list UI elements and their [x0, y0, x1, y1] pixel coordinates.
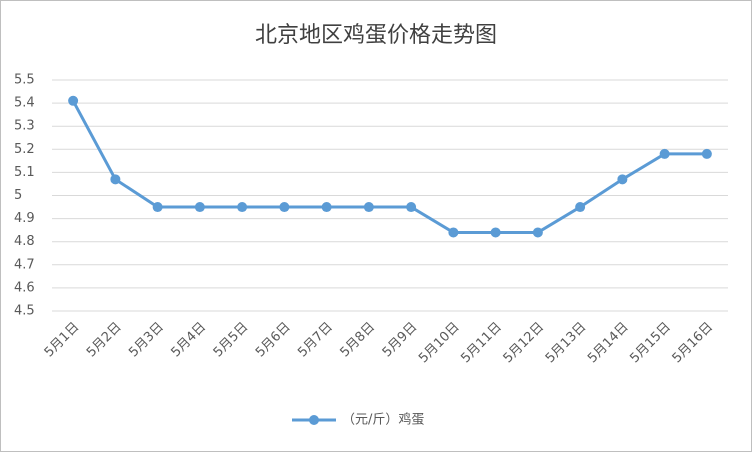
y-tick-label: 5.1	[14, 165, 35, 180]
point	[152, 202, 163, 213]
y-tick-label: 5.5	[14, 73, 35, 88]
legend-marker	[309, 415, 319, 425]
point	[701, 148, 712, 159]
y-tick-label: 4.7	[14, 257, 35, 272]
point	[659, 148, 670, 159]
point	[194, 202, 205, 213]
y-tick-label: 4.8	[14, 234, 35, 249]
point	[321, 202, 332, 213]
series-line	[71, 100, 707, 234]
point	[68, 95, 79, 106]
y-tick-label: 4.9	[14, 211, 35, 226]
point	[406, 202, 417, 213]
y-tick-label: 5.4	[14, 96, 35, 111]
point	[617, 174, 628, 185]
point	[110, 174, 121, 185]
point	[490, 227, 501, 238]
y-tick-label: 5.3	[14, 119, 35, 134]
legend-label: （元/斤）鸡蛋	[342, 412, 424, 428]
y-tick-label: 5.2	[14, 142, 35, 157]
point	[448, 227, 459, 238]
chart-title: 北京地区鸡蛋价格走势图	[255, 23, 497, 48]
point	[363, 202, 374, 213]
point	[279, 202, 290, 213]
y-tick-label: 5	[14, 188, 22, 203]
point	[575, 202, 586, 213]
point	[237, 202, 248, 213]
point	[532, 227, 543, 238]
y-tick-label: 4.5	[14, 304, 35, 319]
y-tick-label: 4.6	[14, 280, 35, 295]
